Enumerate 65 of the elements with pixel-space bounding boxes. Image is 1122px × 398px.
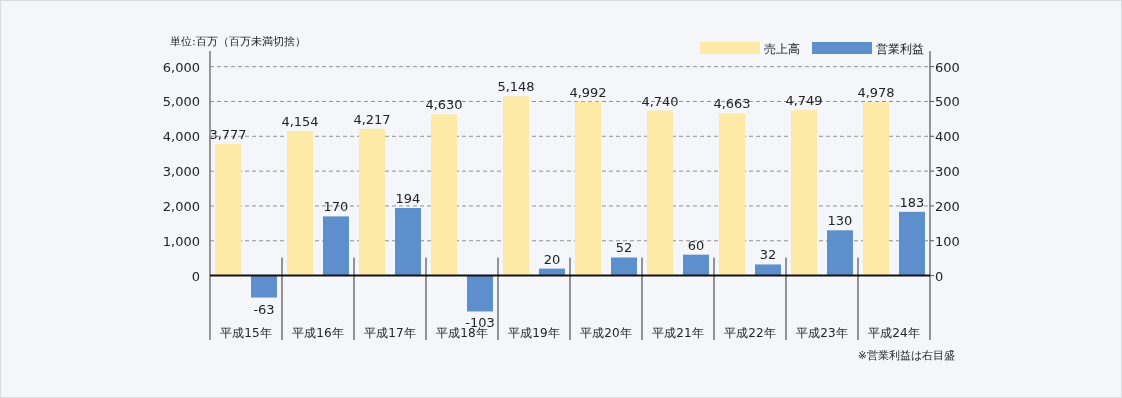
legend-label: 売上高	[764, 42, 800, 56]
bar	[503, 96, 529, 276]
x-tick-label: 平成21年	[652, 326, 704, 340]
data-label: 4,663	[713, 96, 751, 112]
bar	[431, 114, 457, 276]
bar	[287, 130, 313, 276]
bar	[575, 101, 601, 276]
x-tick-label: 平成17年	[364, 326, 416, 340]
data-label: 4,978	[857, 85, 895, 101]
data-label: 5,148	[497, 79, 535, 95]
bar	[611, 257, 637, 276]
y-tick-label: 4,000	[162, 129, 200, 145]
bar	[395, 208, 421, 276]
x-tick-label: 平成16年	[292, 326, 344, 340]
bar	[719, 113, 745, 276]
y-tick-label: 0	[191, 268, 200, 284]
bar	[827, 230, 853, 276]
y-tick-label: 2,000	[162, 198, 200, 214]
data-label: 170	[323, 199, 349, 215]
bar	[863, 102, 889, 276]
text: ※営業利益は右目盛	[857, 349, 955, 362]
x-tick-label: 平成19年	[508, 326, 560, 340]
data-label: 183	[899, 194, 925, 210]
data-label: 4,992	[569, 84, 607, 100]
bar	[899, 211, 925, 276]
legend-label: 営業利益	[876, 42, 924, 56]
data-label: 194	[395, 191, 421, 207]
y-tick-label: 3,000	[162, 164, 200, 180]
y-tick-label: 5,000	[162, 94, 200, 110]
x-tick-label: 平成24年	[868, 326, 920, 340]
data-label: 20	[543, 251, 561, 267]
y2-tick-label: 0	[935, 268, 944, 284]
data-label: 3,777	[209, 127, 247, 143]
x-tick-label: 平成23年	[796, 326, 848, 340]
data-label: -63	[253, 301, 275, 317]
bar	[359, 128, 385, 276]
y2-tick-label: 100	[935, 233, 960, 249]
data-label: 4,217	[353, 111, 391, 127]
data-label: 4,154	[281, 113, 319, 129]
bar	[215, 144, 241, 276]
x-tick-label: 平成20年	[580, 326, 632, 340]
data-label: 60	[687, 237, 705, 253]
x-tick-label: 平成22年	[724, 326, 776, 340]
y-tick-label: 1,000	[162, 233, 200, 249]
bar	[647, 110, 673, 276]
data-label: 4,630	[425, 97, 463, 113]
y2-tick-label: 600	[935, 59, 960, 75]
y2-tick-label: 500	[935, 94, 960, 110]
bar	[791, 110, 817, 276]
bar	[323, 216, 349, 276]
data-label: 130	[827, 213, 853, 229]
data-label: 4,740	[641, 93, 679, 109]
data-label: 52	[615, 240, 633, 256]
bar	[683, 254, 709, 276]
text: 単位:百万（百万未満切捨）	[170, 35, 306, 48]
y2-tick-label: 200	[935, 198, 960, 214]
data-label: 32	[759, 247, 777, 263]
x-tick-label: 平成15年	[220, 326, 272, 340]
y2-tick-label: 400	[935, 129, 960, 145]
y-tick-label: 6,000	[162, 59, 200, 75]
bar	[467, 275, 493, 312]
bar	[755, 264, 781, 276]
y2-tick-label: 300	[935, 164, 960, 180]
bar	[251, 275, 277, 298]
data-label: 4,749	[785, 93, 823, 109]
